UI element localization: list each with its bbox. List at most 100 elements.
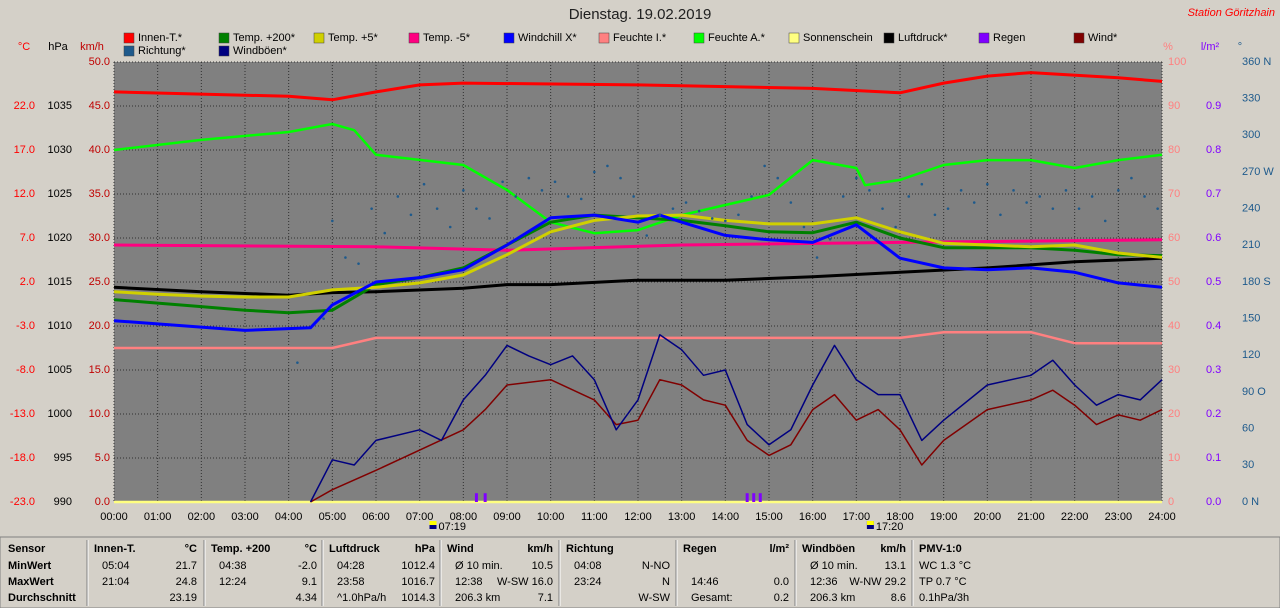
x-tick-label: 05:00 [319,511,347,523]
x-tick-label: 20:00 [974,511,1002,523]
data-point [750,195,753,198]
column-title: PMV-1:0 [919,543,962,555]
data-point [894,225,897,229]
x-tick-label: 22:00 [1061,511,1089,523]
data-point [514,195,518,198]
cell: 12:24 [219,576,247,588]
cell: W-SW 16.0 [497,576,553,588]
cell: 0.0 [774,576,789,588]
y-tick-label: 1005 [48,364,72,376]
data-point [828,237,832,241]
data-point [881,207,884,210]
data-point [789,201,793,204]
data-point [1051,207,1055,210]
series-line [114,330,1162,350]
y-tick-label: 50 [1168,276,1180,288]
column-title: Luftdruck [329,543,381,555]
series-line [113,122,1163,235]
y-tick-label: 150 [1242,313,1260,325]
x-tick-label: 19:00 [930,511,958,523]
annotation-label: 07:19 [438,521,466,533]
y-tick-label: 60 [1168,232,1180,244]
cell: 14:46 [691,576,719,588]
cell: 23:24 [574,576,602,588]
data-point [462,189,465,192]
data-point [1156,207,1159,210]
x-tick-label: 18:00 [886,511,914,523]
data-point [540,189,544,192]
legend-swatch [693,32,705,44]
cell: 10.5 [532,560,553,572]
x-tick-label: 12:00 [624,511,652,523]
y-tick-label: 180 S [1242,276,1271,288]
legend-swatch [978,32,990,44]
data-point [986,182,989,186]
legend-label: Feuchte I.* [613,32,667,44]
x-tick-label: 16:00 [799,511,827,523]
data-point [815,256,819,259]
legend-label: Temp. +5* [328,32,379,44]
legend-swatch [503,32,515,44]
y-tick-label: 0.3 [1206,364,1221,376]
data-point [737,213,740,217]
data-point [1130,176,1133,180]
data-point [802,225,806,229]
legend-label: Regen [993,32,1025,44]
data-point [645,234,649,237]
y-tick-label: 240 [1242,203,1260,215]
series-line [113,213,1163,299]
data-point [435,207,439,210]
y-tick-label: -18.0 [10,452,35,464]
y-tick-label: 100 [1168,56,1186,68]
y-tick-label: 80 [1168,144,1180,156]
axis-unit: hPa [48,41,68,53]
y-tick-label: 1010 [48,320,72,332]
cell: 23.19 [169,592,197,604]
axis-unit: km/h [80,41,104,53]
column-title: Windböen [802,543,855,555]
x-tick-label: 03:00 [231,511,259,523]
legend-swatch [123,45,135,57]
data-point [475,207,478,210]
axis-unit: l/m² [1201,41,1220,53]
column-title: Wind [447,543,474,555]
bar [745,493,749,502]
data-point [322,317,325,320]
column-unit: l/m² [769,543,789,555]
data-point [1103,219,1107,223]
data-point [763,164,766,168]
data-point [710,217,714,220]
y-tick-label: -23.0 [10,496,35,508]
data-point [331,219,334,223]
x-tick-label: 01:00 [144,511,172,523]
y-tick-label: 60 [1242,423,1254,435]
legend-swatch [313,32,325,44]
x-tick-label: 04:00 [275,511,303,523]
data-point [296,361,299,364]
legend-swatch [218,45,230,57]
y-tick-label: 30 [1168,364,1180,376]
y-tick-label: 70 [1168,188,1180,200]
cell: N-NO [642,560,671,572]
cell: 23:58 [337,576,365,588]
x-tick-label: 10:00 [537,511,565,523]
series-line [309,334,1163,503]
cell: ^1.0hPa/h [337,592,386,604]
data-point [868,189,871,192]
data-point [1038,195,1042,198]
bar [474,493,478,502]
cell: 8.6 [891,592,906,604]
y-tick-label: -13.0 [10,408,35,420]
data-point [409,213,413,217]
legend-label: Windböen* [233,45,288,57]
y-tick-label: 15.0 [89,364,110,376]
legend-swatch [408,32,420,44]
x-tick-label: 24:00 [1148,511,1176,523]
y-tick-label: -8.0 [16,364,35,376]
data-point [553,180,557,184]
x-tick-label: 08:00 [450,511,478,523]
legend-swatch [218,32,230,44]
legend-label: Feuchte A.* [708,32,766,44]
data-point [999,213,1002,217]
series-line [113,71,1163,102]
